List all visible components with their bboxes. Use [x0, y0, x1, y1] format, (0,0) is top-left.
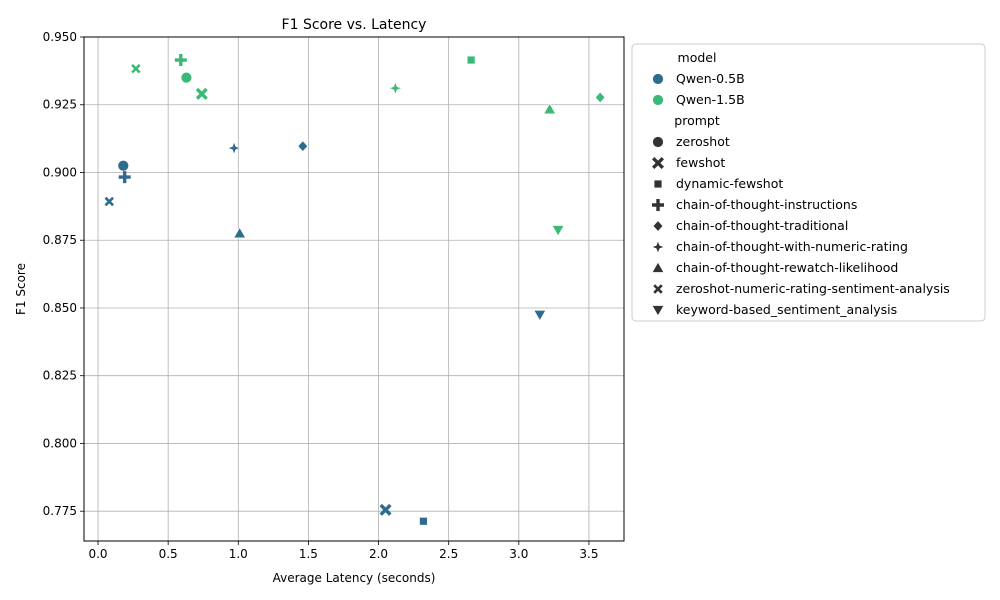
data-point	[131, 63, 141, 74]
data-point	[594, 91, 606, 104]
legend-item-prompt: chain-of-thought-instructions	[676, 197, 857, 212]
data-point	[419, 516, 428, 526]
legend-item-prompt: chain-of-thought-rewatch-likelihood	[676, 260, 898, 275]
legend-box	[631, 43, 986, 322]
data-point	[195, 87, 208, 100]
legend-swatch	[652, 73, 664, 85]
legend-item-model: Qwen-1.5B	[676, 92, 745, 107]
x-tick-label: 0.0	[88, 547, 107, 561]
legend-swatch	[652, 94, 664, 106]
x-axis-label: Average Latency (seconds)	[273, 571, 436, 585]
data-point	[232, 226, 247, 239]
legend-item-prompt: zeroshot-numeric-rating-sentiment-analys…	[676, 281, 950, 296]
x-tick-label: 2.0	[369, 547, 388, 561]
legend-item-model: Qwen-0.5B	[676, 71, 745, 86]
data-points	[104, 54, 606, 526]
legend: model Qwen-0.5B Qwen-1.5B prompt zeroshot few…	[631, 43, 986, 322]
y-axis-label: F1 Score	[14, 263, 28, 315]
grid	[84, 36, 624, 541]
y-tick-label: 0.875	[43, 233, 77, 247]
data-point	[180, 71, 193, 84]
y-tick-label: 0.900	[43, 165, 77, 179]
y-tick-label: 0.800	[43, 436, 77, 450]
legend-item-prompt: dynamic-fewshot	[676, 176, 783, 191]
legend-marker	[652, 136, 664, 148]
legend-title-model: model	[678, 50, 717, 65]
chart-title: F1 Score vs. Latency	[282, 17, 427, 33]
data-point	[227, 141, 241, 155]
data-point	[118, 171, 131, 184]
x-tick-label: 3.5	[579, 547, 598, 561]
data-point	[388, 81, 403, 95]
y-tick-label: 0.950	[43, 30, 77, 44]
x-tick-label: 3.0	[509, 547, 528, 561]
data-point	[542, 102, 557, 115]
x-axis: 0.0 0.5 1.0 1.5 2.0 2.5 3.0 3.5	[88, 541, 598, 561]
legend-marker	[652, 219, 664, 233]
y-tick-label: 0.925	[43, 98, 77, 112]
legend-marker	[652, 199, 664, 211]
plot-frame	[83, 36, 625, 542]
y-tick-label: 0.775	[43, 504, 77, 518]
legend-item-prompt: chain-of-thought-with-numeric-rating	[676, 239, 908, 254]
legend-marker	[651, 156, 665, 170]
y-tick-label: 0.850	[43, 301, 77, 315]
legend-marker	[653, 284, 663, 294]
legend-title-prompt: prompt	[674, 113, 720, 128]
legend-marker	[651, 305, 665, 317]
data-point	[551, 225, 565, 237]
data-point	[466, 55, 476, 65]
data-point	[117, 159, 130, 172]
x-tick-label: 2.5	[439, 547, 458, 561]
legend-marker	[651, 240, 665, 254]
legend-item-prompt: keyword-based_sentiment_analysis	[676, 302, 897, 317]
y-axis: 0.775 0.800 0.825 0.850 0.875 0.900 0.925 0.950	[43, 30, 84, 518]
data-point	[379, 503, 392, 516]
legend-marker	[653, 179, 663, 189]
x-tick-label: 1.0	[229, 547, 248, 561]
legend-item-prompt: zeroshot	[676, 134, 730, 149]
legend-item-prompt: fewshot	[676, 155, 725, 170]
legend-marker	[651, 261, 665, 273]
legend-item-prompt: chain-of-thought-traditional	[676, 218, 848, 233]
data-point	[297, 140, 309, 153]
y-tick-label: 0.825	[43, 369, 77, 383]
data-point	[174, 54, 187, 67]
x-tick-label: 0.5	[159, 547, 178, 561]
data-point	[104, 196, 114, 207]
data-point	[533, 309, 547, 322]
x-tick-label: 1.5	[299, 547, 318, 561]
